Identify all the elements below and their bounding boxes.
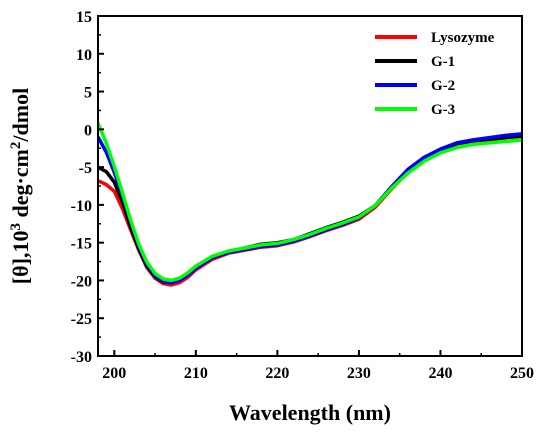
y-tick-label: -5 (79, 160, 92, 177)
y-axis-title-suffix: /dmol (8, 88, 33, 143)
y-tick-label: 15 (76, 9, 92, 26)
y-axis: 15 10 5 0 -5 -10 -15 -20 -25 -30 (71, 9, 104, 366)
x-axis-title: Wavelength (nm) (229, 400, 391, 425)
series-line-g-2 (98, 132, 522, 285)
series-line-g-1 (98, 134, 522, 285)
plot-frame (97, 15, 523, 357)
y-tick-label: -15 (71, 236, 92, 253)
y-tick-label: -20 (71, 273, 92, 290)
x-tick-label: 220 (265, 365, 289, 382)
x-tick-label: 210 (184, 365, 208, 382)
legend-label-lysozyme: Lysozyme (431, 30, 495, 46)
y-tick-label: -10 (71, 198, 92, 215)
legend: Lysozyme G-1 G-2 G-3 (375, 30, 495, 118)
y-axis-title-middle: deg·cm (8, 149, 33, 223)
y-tick-label: -25 (71, 311, 92, 328)
y-axis-title-sup2: 2 (8, 142, 24, 150)
x-tick-label: 250 (510, 365, 534, 382)
legend-label-g-1: G-1 (431, 54, 455, 70)
y-tick-label: -30 (71, 349, 92, 366)
y-axis-title-prefix: [θ],10 (8, 231, 33, 285)
y-tick-label: 5 (84, 85, 92, 102)
y-axis-title-sup1: 3 (8, 223, 24, 231)
x-axis: 200 210 220 230 240 250 (102, 350, 534, 382)
series-line-lysozyme (98, 134, 522, 287)
y-tick-label: 10 (76, 47, 92, 64)
y-tick-label: 0 (84, 122, 92, 139)
legend-label-g-3: G-3 (431, 102, 455, 118)
plot-lines (98, 121, 522, 287)
series-line-g-3 (98, 121, 522, 283)
legend-label-g-2: G-2 (431, 78, 455, 94)
x-tick-label: 240 (428, 365, 452, 382)
y-axis-title: [θ],103 deg·cm2/dmol (8, 88, 33, 284)
x-tick-label: 200 (102, 365, 126, 382)
x-tick-label: 230 (347, 365, 371, 382)
